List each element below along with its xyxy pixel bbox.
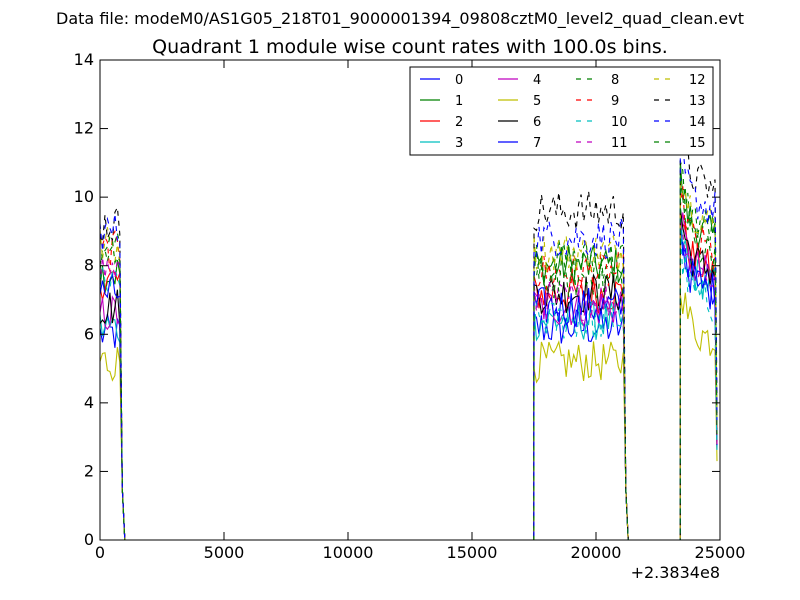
chart-title: Quadrant 1 module wise count rates with … bbox=[152, 36, 668, 58]
legend-label-13: 13 bbox=[689, 94, 706, 109]
x-tick-label: 0 bbox=[95, 543, 105, 562]
legend-label-0: 0 bbox=[455, 73, 463, 88]
legend-label-10: 10 bbox=[611, 115, 628, 130]
legend-label-8: 8 bbox=[611, 73, 619, 88]
legend-label-14: 14 bbox=[689, 115, 706, 130]
figure-suptitle: Data file: modeM0/AS1G05_218T01_90000013… bbox=[56, 9, 744, 29]
y-tick-label: 12 bbox=[74, 119, 94, 138]
legend-label-11: 11 bbox=[611, 136, 628, 151]
legend-label-12: 12 bbox=[689, 73, 706, 88]
legend-label-2: 2 bbox=[455, 115, 463, 130]
x-tick-label: 5000 bbox=[204, 543, 245, 562]
y-tick-label: 8 bbox=[84, 256, 94, 275]
legend-label-9: 9 bbox=[611, 94, 619, 109]
x-tick-label: 15000 bbox=[447, 543, 498, 562]
y-tick-label: 6 bbox=[84, 324, 94, 343]
x-tick-label: 25000 bbox=[695, 543, 746, 562]
y-tick-label: 0 bbox=[84, 530, 94, 549]
legend-label-7: 7 bbox=[533, 136, 541, 151]
y-tick-label: 10 bbox=[74, 187, 94, 206]
x-tick-label: 10000 bbox=[323, 543, 374, 562]
y-tick-label: 14 bbox=[74, 50, 94, 69]
legend-label-5: 5 bbox=[533, 94, 541, 109]
x-tick-label: 20000 bbox=[571, 543, 622, 562]
legend-label-15: 15 bbox=[689, 136, 706, 151]
legend-label-1: 1 bbox=[455, 94, 463, 109]
legend-label-3: 3 bbox=[455, 136, 463, 151]
legend-label-4: 4 bbox=[533, 73, 541, 88]
x-offset-label: +2.3834e8 bbox=[631, 563, 720, 582]
y-tick-label: 2 bbox=[84, 461, 94, 480]
y-tick-label: 4 bbox=[84, 393, 94, 412]
legend-label-6: 6 bbox=[533, 115, 541, 130]
